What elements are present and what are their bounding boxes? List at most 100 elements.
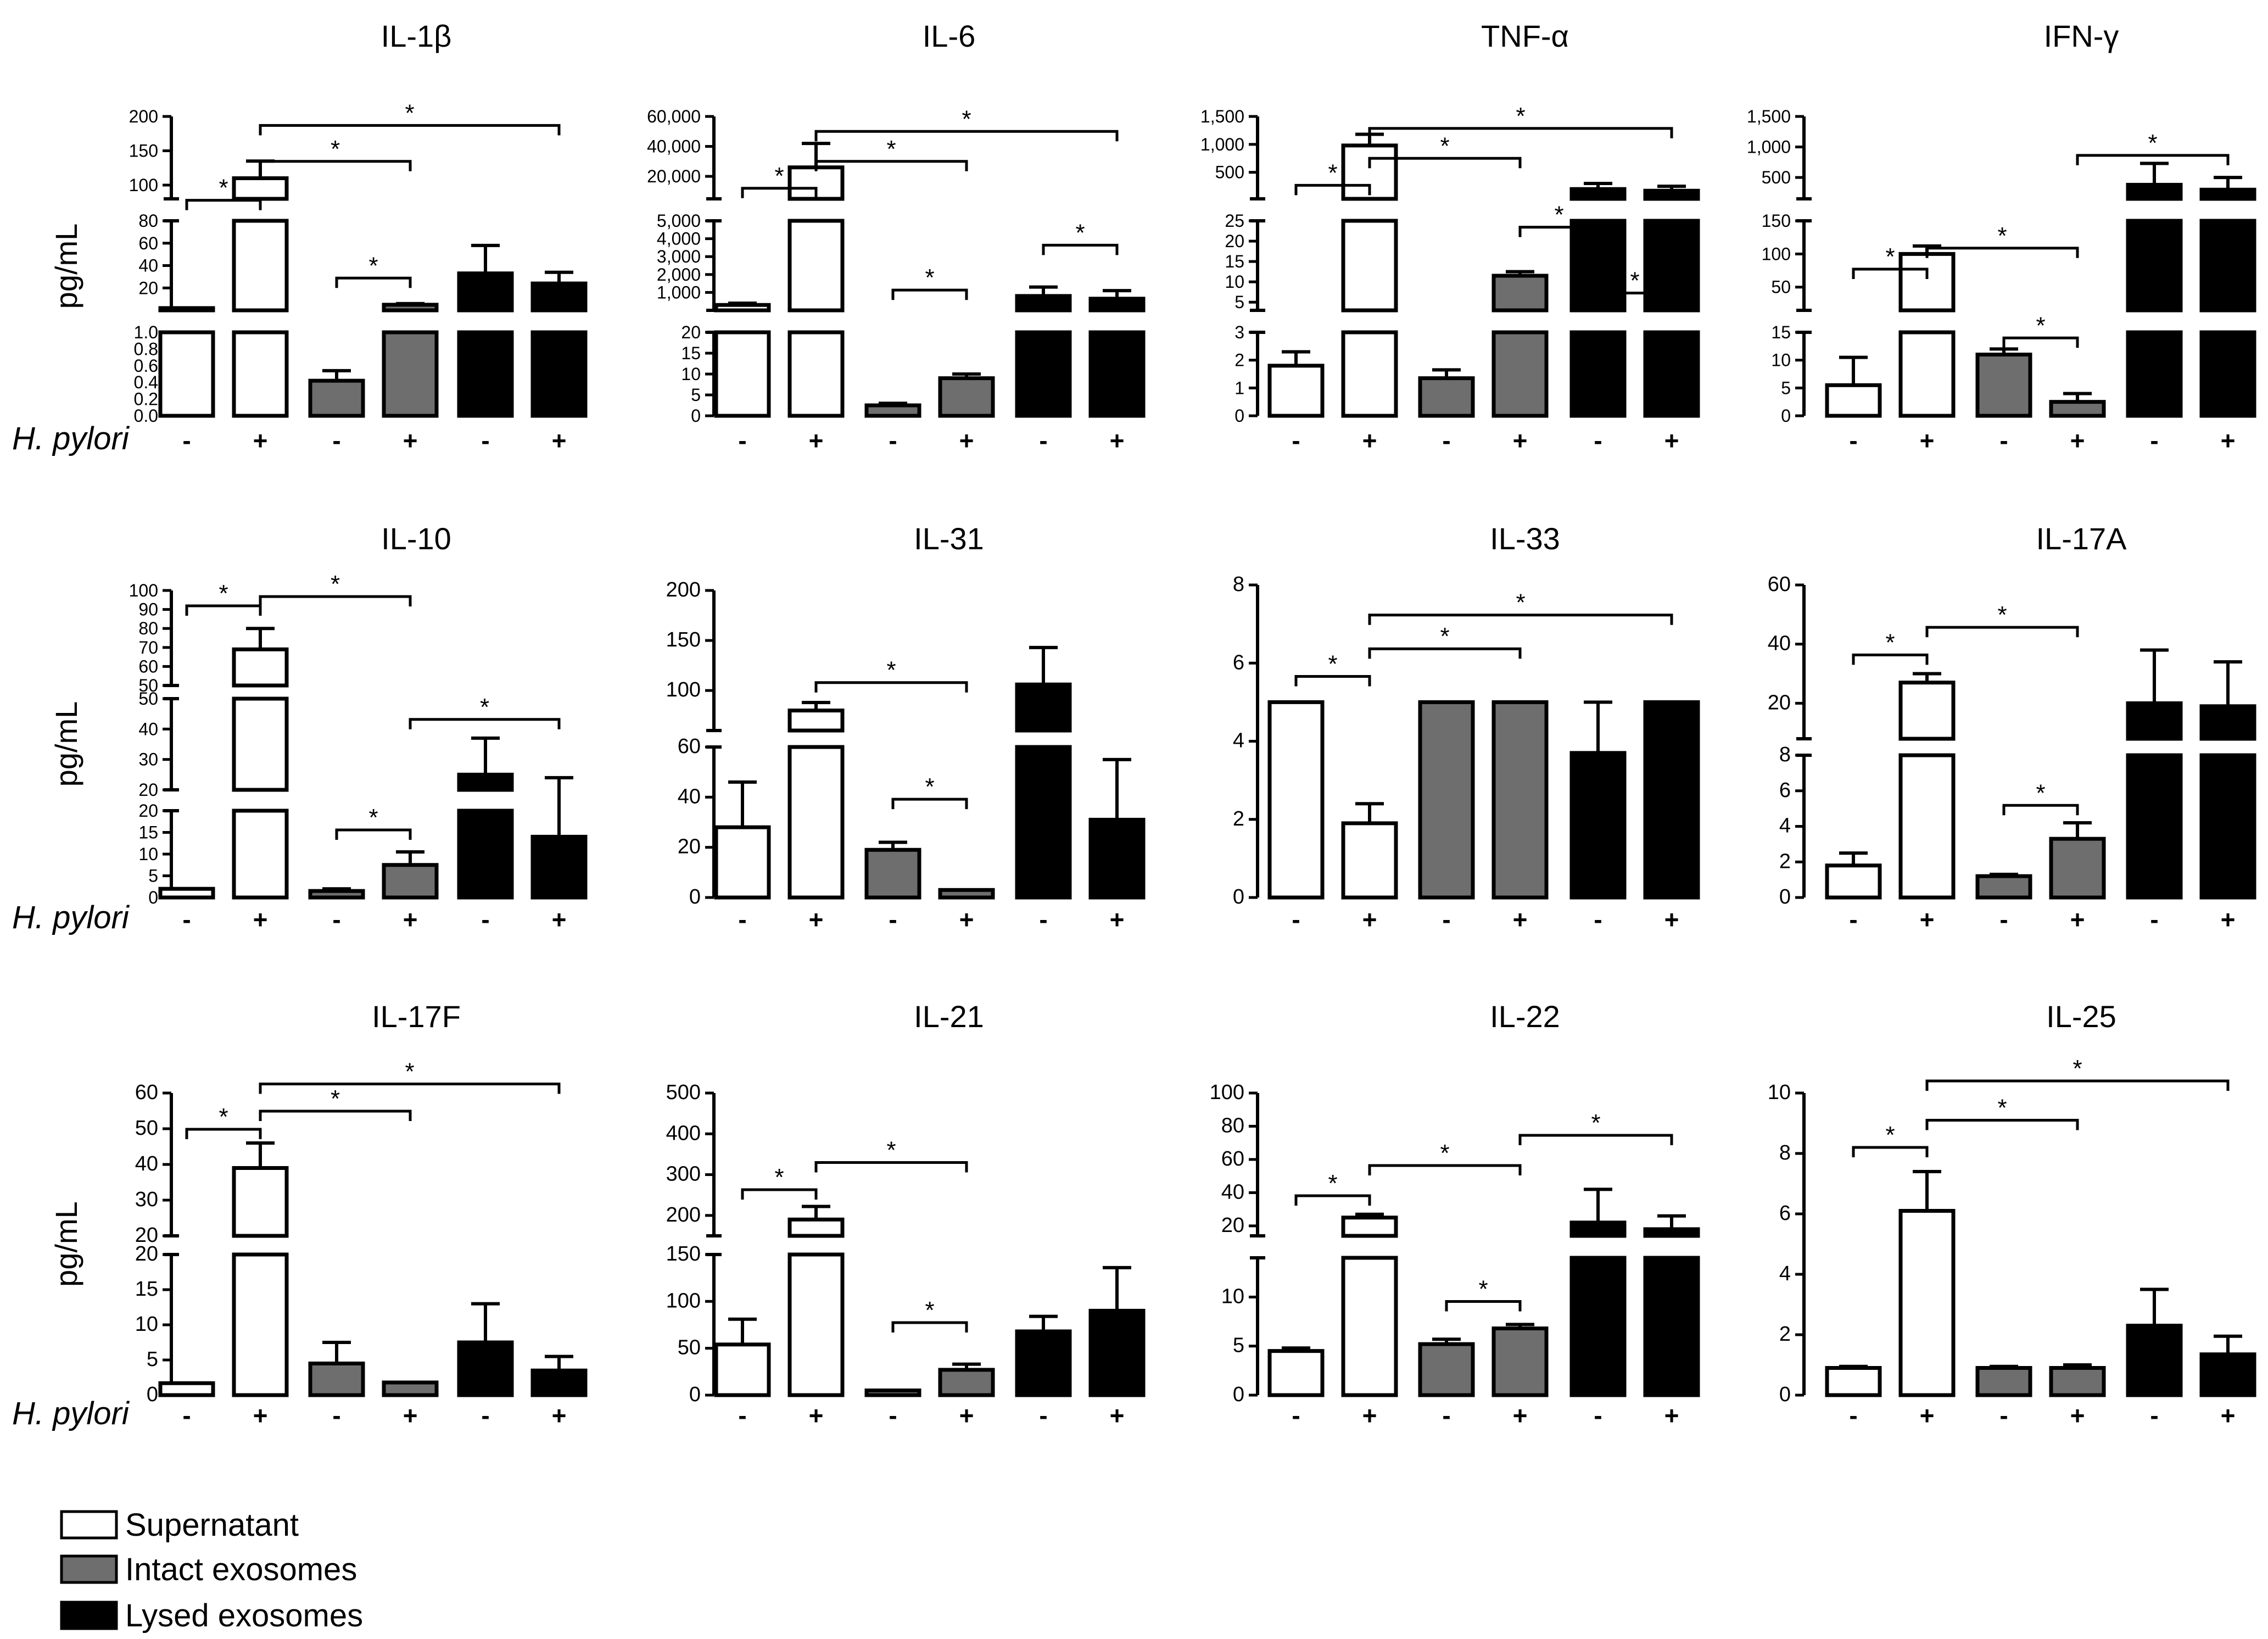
legend-label-lysed-exosomes: Lysed exosomes	[125, 1598, 363, 1634]
significance-bracket	[185, 1128, 262, 1139]
bar-body	[787, 1217, 845, 1238]
bar-body	[382, 1380, 439, 1397]
significance-star: *	[219, 175, 228, 202]
bar-body	[2199, 704, 2256, 741]
significance-bracket	[814, 160, 968, 171]
significance-bracket	[814, 130, 1119, 142]
significance-bracket	[185, 604, 262, 616]
y-tick-label: 0	[148, 888, 158, 907]
significance-star: *	[1075, 219, 1085, 246]
bar	[530, 776, 588, 900]
y-tick-label: 6	[1233, 651, 1244, 674]
significance-bracket	[1925, 1079, 2230, 1091]
y-tick-label: 10	[1771, 350, 1791, 370]
y-tick-label: 30	[138, 750, 158, 770]
bar	[864, 1388, 921, 1397]
y-tick-label: 2	[1779, 1323, 1791, 1346]
y-tick-label: 10	[1221, 1285, 1244, 1308]
bar	[1825, 851, 1882, 900]
y-tick-label: 4,000	[657, 229, 701, 249]
y-tick-label: 0	[1233, 885, 1244, 908]
significance-star: *	[774, 1164, 784, 1191]
bar-body	[1643, 700, 1700, 900]
bar-body	[1267, 364, 1325, 418]
bar-body	[382, 303, 439, 313]
treatment-sign: +	[959, 905, 974, 934]
y-tick-label: 25	[1225, 211, 1244, 231]
significance-bracket	[1852, 1146, 1929, 1157]
significance-bracket	[1042, 243, 1119, 255]
treatment-sign: +	[552, 905, 567, 934]
bar-body	[308, 378, 365, 418]
bar-body	[938, 1368, 995, 1397]
h-pylori-label: H. pylori	[12, 900, 130, 935]
treatment-sign: +	[403, 426, 418, 455]
significance-bracket	[1368, 127, 1673, 138]
treatment-sign: -	[1442, 1401, 1450, 1430]
significance-star: *	[925, 773, 934, 800]
bar	[158, 1381, 215, 1397]
y-axis-label: pg/mL	[49, 701, 83, 787]
bar	[1569, 700, 1627, 900]
chart-il-10: IL-10pg/mL05101520203040505060708090100-…	[49, 521, 588, 934]
y-tick-label: 200	[666, 578, 701, 601]
significance-star: *	[1440, 623, 1449, 650]
y-tick-label: 150	[666, 1242, 701, 1266]
treatment-sign: -	[481, 1401, 489, 1430]
bar-body	[2199, 1352, 2256, 1397]
bar-body	[714, 330, 771, 418]
legend-swatch-supernatant	[60, 1510, 118, 1540]
y-tick-label: 2	[1234, 350, 1244, 370]
y-tick-label: 500	[1762, 168, 1791, 187]
bar	[1418, 1337, 1475, 1397]
bar	[787, 701, 845, 900]
bar	[1088, 1266, 1146, 1397]
y-tick-label: 80	[1221, 1114, 1244, 1137]
significance-bracket	[1518, 1134, 1673, 1145]
bar	[938, 1362, 995, 1397]
y-tick-label: 0.8	[134, 339, 158, 359]
bar	[1341, 132, 1398, 418]
treatment-sign: +	[1664, 1401, 1679, 1430]
legend-label-supernatant: Supernatant	[125, 1507, 299, 1543]
bar-body	[158, 887, 215, 900]
bar-body	[1088, 330, 1146, 418]
bar-body	[1088, 1308, 1146, 1397]
y-tick-label: 1.0	[134, 322, 158, 342]
bar	[382, 850, 439, 900]
bar	[1975, 347, 2032, 418]
y-tick-label: 60,000	[647, 107, 701, 126]
bar	[714, 301, 771, 418]
y-tick-label: 300	[666, 1163, 701, 1186]
significance-star: *	[331, 136, 340, 163]
significance-bracket	[409, 718, 561, 729]
bar	[382, 302, 439, 418]
y-tick-label: 5	[147, 1348, 158, 1371]
y-tick-label: 8	[1779, 1141, 1791, 1164]
significance-bracket	[1925, 626, 2079, 638]
y-tick-label: 0	[1779, 885, 1791, 908]
chart-title: IL-31	[914, 521, 984, 556]
y-tick-label: 0	[1779, 1383, 1791, 1406]
bar-body	[1975, 874, 2032, 900]
bar	[158, 306, 215, 418]
treatment-sign: +	[1110, 1401, 1125, 1430]
significance-bracket	[2076, 154, 2230, 165]
bar-body	[1898, 1209, 1956, 1397]
y-tick-label: 40	[138, 256, 158, 276]
y-tick-label: 30	[135, 1188, 158, 1211]
treatment-sign: +	[809, 1401, 824, 1430]
chart-title: IL-10	[381, 521, 451, 556]
bar	[1643, 185, 1700, 418]
chart-il-22: IL-22 0 5 10 20 40 60 80 100 - + - + - + * * * *	[1210, 999, 1700, 1430]
significance-star: *	[2036, 779, 2045, 806]
treatment-sign: -	[481, 426, 489, 455]
treatment-sign: -	[1442, 905, 1450, 934]
y-tick-label: 0.2	[134, 389, 158, 409]
chart-ifn-: IFN-γ 0 5 10 15 50 100 150 500 1,000 1,500 - + - + - + * *…	[1747, 19, 2256, 455]
chart-title: IL-17A	[2036, 521, 2127, 556]
y-tick-label: 10	[135, 1313, 158, 1336]
significance-bracket	[741, 1188, 818, 1200]
